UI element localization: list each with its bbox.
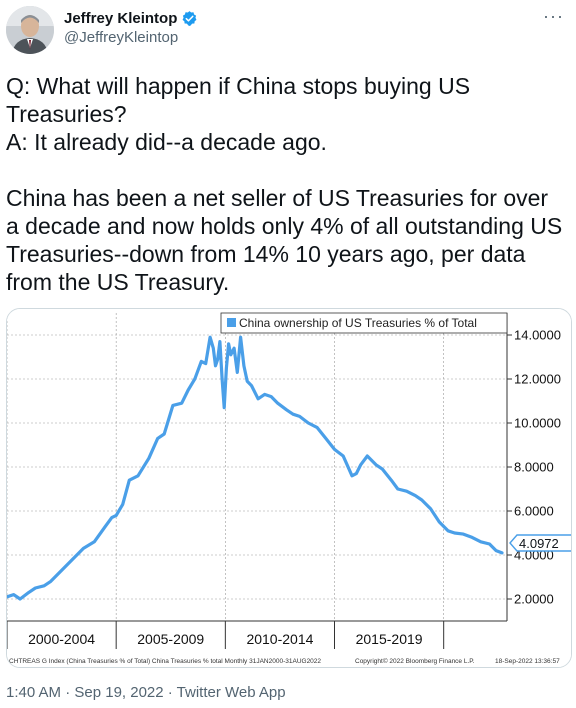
x-period-label: 2010-2014 [246,631,313,647]
chart-legend: China ownership of US Treasuries % of To… [221,313,507,333]
x-period-label: 2000-2004 [28,631,95,647]
chart-footer-date: 18-Sep-2022 13:36:57 [495,658,560,665]
tweet-text-paragraph: China has been a net seller of US Treasu… [6,184,566,296]
tweet-text-line: A: It already did--a decade ago. [6,128,566,156]
tweet-text: Q: What will happen if China stops buyin… [6,72,566,296]
y-tick-label: 10.0000 [514,416,561,431]
verified-badge-icon [181,10,198,27]
more-options-icon[interactable]: ··· [543,6,564,27]
y-tick-label: 14.0000 [514,328,561,343]
tweet-timestamp[interactable]: 1:40 AM · Sep 19, 2022 · Twitter Web App [6,684,286,701]
chart-image[interactable]: 2.0000 4.0000 6.0000 8.0000 10.0000 12.0000 14… [6,308,572,668]
chart-footer-copyright: Copyright© 2022 Bloomberg Finance L.P. [355,657,475,665]
legend-swatch [227,318,236,327]
x-period-label: 2005-2009 [137,631,204,647]
last-value-tag: 4.0972 [510,535,571,551]
last-value-label: 4.0972 [519,536,559,551]
author-handle[interactable]: @JeffreyKleintop [64,29,198,46]
y-tick-label: 8.0000 [514,460,554,475]
avatar-portrait-icon [6,6,54,54]
avatar[interactable] [6,6,54,54]
y-tick-label: 2.0000 [514,592,554,607]
legend-label: China ownership of US Treasuries % of To… [239,316,477,330]
x-period-label: 2015-2019 [356,631,423,647]
chart-footer-source: CHTREAS G Index (China Treasuries % of T… [9,658,321,665]
author-name[interactable]: Jeffrey Kleintop [64,10,177,27]
author-block: Jeffrey Kleintop @JeffreyKleintop [64,10,198,46]
y-tick-label: 6.0000 [514,504,554,519]
tweet-text-line: Q: What will happen if China stops buyin… [6,72,566,128]
y-tick-label: 12.0000 [514,372,561,387]
line-chart: 2.00004.00006.00008.000010.000012.000014… [7,309,571,667]
